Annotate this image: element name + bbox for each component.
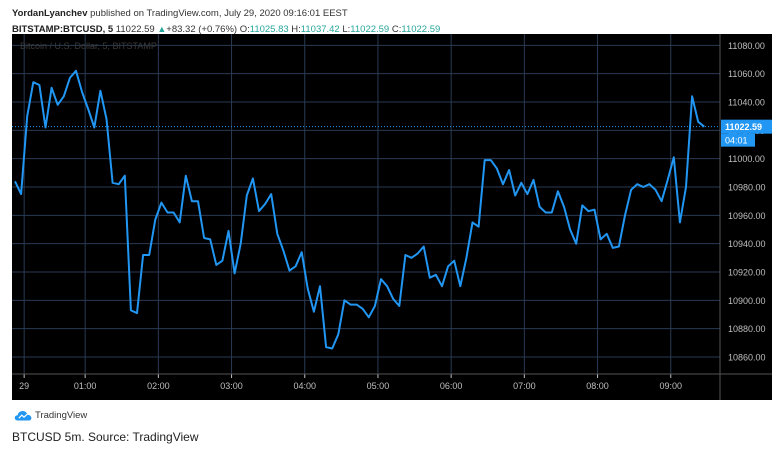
publish-line: YordanLyanchev published on TradingView.… bbox=[12, 7, 772, 20]
high-value: 11037.42 bbox=[300, 24, 340, 35]
y-tick-label: 10880.00 bbox=[728, 324, 766, 334]
countdown-label: 04:01 bbox=[725, 136, 748, 146]
open-value: 11025.83 bbox=[249, 24, 289, 35]
up-triangle-icon: ▲ bbox=[157, 24, 167, 34]
close-value: 11022.59 bbox=[401, 24, 441, 35]
last-price: 11022.59 bbox=[115, 24, 155, 35]
countdown-label-bg bbox=[721, 133, 755, 147]
author-name[interactable]: YordanLyanchev bbox=[12, 8, 88, 19]
x-tick-label: 09:00 bbox=[659, 381, 682, 391]
last-price-label-bg bbox=[721, 119, 772, 134]
y-tick-label: 11040.00 bbox=[728, 98, 765, 108]
x-tick-label: 06:00 bbox=[440, 381, 463, 391]
y-tick-label: 11060.00 bbox=[728, 69, 765, 79]
x-tick-label: 04:00 bbox=[293, 381, 316, 391]
published-text: published on TradingView.com, July 29, 2… bbox=[90, 8, 348, 19]
chart-area[interactable]: 10860.00 10880.00 10900.00 10920.00 10940.00… bbox=[12, 34, 772, 400]
ohlc-line: BITSTAMP:BTCUSD, 5 11022.59 ▲+83.32 (+0.… bbox=[12, 22, 772, 36]
x-tick-label: 29 bbox=[19, 381, 29, 391]
y-tick-label: 10980.00 bbox=[728, 183, 766, 193]
time-axis-background bbox=[12, 374, 772, 400]
price-series-line bbox=[14, 69, 705, 350]
y-tick-label: 11000.00 bbox=[728, 154, 765, 164]
x-tick-label: 08:00 bbox=[586, 381, 609, 391]
x-tick-label: 02:00 bbox=[147, 381, 170, 391]
close-label: C: bbox=[391, 24, 402, 35]
y-tick-label: 11080.00 bbox=[728, 41, 765, 51]
x-tick-label: 05:00 bbox=[367, 381, 390, 391]
tradingview-logo[interactable]: TradingView bbox=[14, 408, 87, 422]
y-tick-label: 10900.00 bbox=[728, 296, 766, 306]
open-label: O: bbox=[239, 24, 250, 35]
y-tick-label: 10860.00 bbox=[728, 353, 766, 363]
x-tick-label: 01:00 bbox=[74, 381, 97, 391]
x-tick-label: 03:00 bbox=[220, 381, 243, 391]
tradingview-logo-text: TradingView bbox=[35, 409, 88, 421]
plot-background bbox=[12, 34, 720, 374]
tradingview-cloud-icon bbox=[14, 410, 32, 420]
y-tick-label: 10940.00 bbox=[728, 239, 766, 249]
price-change: +83.32 (+0.76%) bbox=[166, 24, 238, 35]
figure-caption: BTCUSD 5m. Source: TradingView bbox=[12, 430, 199, 444]
price-chart[interactable]: 10860.00 10880.00 10900.00 10920.00 10940.00… bbox=[12, 34, 772, 400]
last-price-label: 11022.59 bbox=[725, 122, 762, 132]
chart-header: YordanLyanchev published on TradingView.… bbox=[12, 7, 772, 36]
x-tick-label: 07:00 bbox=[513, 381, 536, 391]
high-label: H: bbox=[291, 24, 301, 35]
y-tick-label: 10920.00 bbox=[728, 268, 766, 278]
y-tick-label: 10960.00 bbox=[728, 211, 766, 221]
symbol-label: BITSTAMP:BTCUSD, 5 bbox=[12, 24, 114, 35]
price-axis-background bbox=[720, 34, 772, 374]
low-value: 11022.59 bbox=[350, 24, 390, 35]
low-label: L: bbox=[342, 24, 351, 35]
chart-watermark: Bitcoin / U.S. Dollar, 5, BITSTAMP bbox=[20, 41, 157, 51]
